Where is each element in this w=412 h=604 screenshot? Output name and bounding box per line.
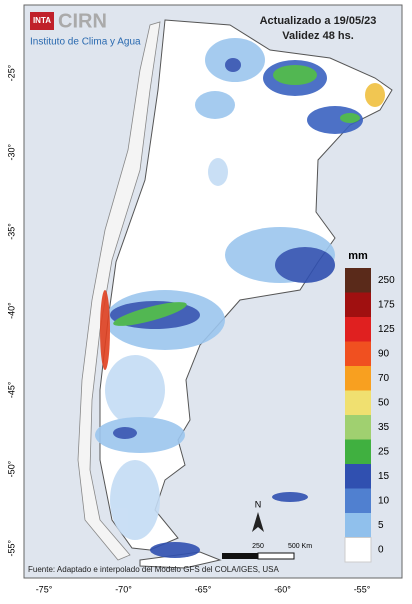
latitude-label: -35° <box>6 223 16 240</box>
legend-swatch <box>344 537 372 563</box>
longitude-label: -75° <box>36 584 53 594</box>
rain-area <box>100 290 110 370</box>
rain-area <box>208 158 228 186</box>
legend-swatch <box>345 317 371 342</box>
legend-label: 175 <box>378 299 395 310</box>
rain-area <box>113 427 137 439</box>
chile <box>77 21 161 561</box>
rain-area <box>275 247 335 283</box>
rain-area <box>225 58 241 72</box>
legend-label: 5 <box>378 520 384 531</box>
legend-label: 90 <box>378 348 390 359</box>
argentina <box>99 19 393 551</box>
latitude-label: -50° <box>6 460 16 477</box>
rain-area <box>195 91 235 119</box>
legend-swatch <box>345 341 371 366</box>
rainfall <box>95 38 385 558</box>
scale-bar <box>257 552 295 560</box>
rain-area <box>95 417 185 453</box>
longitude-labels: -75° -70° -65° -60° -55° <box>36 584 371 594</box>
legend-label: 250 <box>378 275 395 286</box>
latitude-label: -25° <box>6 64 16 81</box>
rain-area <box>307 106 363 134</box>
legend-swatch <box>345 464 371 489</box>
legend-label: 35 <box>378 422 390 433</box>
rain-area <box>150 542 200 558</box>
north-arrow <box>252 512 264 532</box>
logo-box <box>30 12 54 30</box>
scale-start: 250 <box>252 543 264 550</box>
legend-swatch <box>345 415 371 440</box>
rain-area <box>340 113 360 123</box>
updated: Actualizado a 19/05/23 <box>260 15 377 27</box>
longitude-label: -70° <box>115 584 132 594</box>
rain-area <box>113 302 187 326</box>
legend-swatch <box>345 292 371 317</box>
legend-label: 50 <box>378 397 390 408</box>
legend-swatch <box>345 488 371 513</box>
malvinas <box>272 492 308 502</box>
north: N <box>255 499 262 509</box>
longitude-label: -60° <box>274 584 291 594</box>
legend-swatch <box>345 513 371 538</box>
legend-unit: mm <box>348 250 368 262</box>
scale-bar <box>222 553 258 559</box>
institute: Instituto de Clima y Agua <box>30 37 141 48</box>
longitude-label: -65° <box>195 584 212 594</box>
rain-area <box>365 83 385 107</box>
legend-swatch <box>345 390 371 415</box>
legend-swatch <box>345 268 371 293</box>
legend-swatch <box>345 366 371 391</box>
rain-area <box>273 65 317 85</box>
legend-label: 25 <box>378 446 390 457</box>
legend-label: 125 <box>378 324 395 335</box>
logo: INTA <box>33 16 51 25</box>
brand: CIRN <box>58 10 107 32</box>
legend-label: 0 <box>378 544 384 555</box>
scale-end: 500 Km <box>288 543 312 550</box>
latitude-label: -40° <box>6 302 16 319</box>
latitude-labels: -25° -30° -35° -40° -45° -50° -55° <box>6 64 16 556</box>
footer: Fuente: Adaptado e interpolado del Model… <box>28 565 279 574</box>
legend-swatch <box>345 439 371 464</box>
rain-area <box>110 460 160 540</box>
legend-label: 10 <box>378 495 390 506</box>
legend-label: 70 <box>378 373 390 384</box>
validity: Validez 48 hs. <box>282 30 354 42</box>
rain-area <box>105 355 165 425</box>
legend-label: 15 <box>378 471 390 482</box>
longitude-label: -55° <box>354 584 371 594</box>
latitude-label: -45° <box>6 381 16 398</box>
latitude-label: -30° <box>6 143 16 160</box>
latitude-label: -55° <box>6 539 16 556</box>
